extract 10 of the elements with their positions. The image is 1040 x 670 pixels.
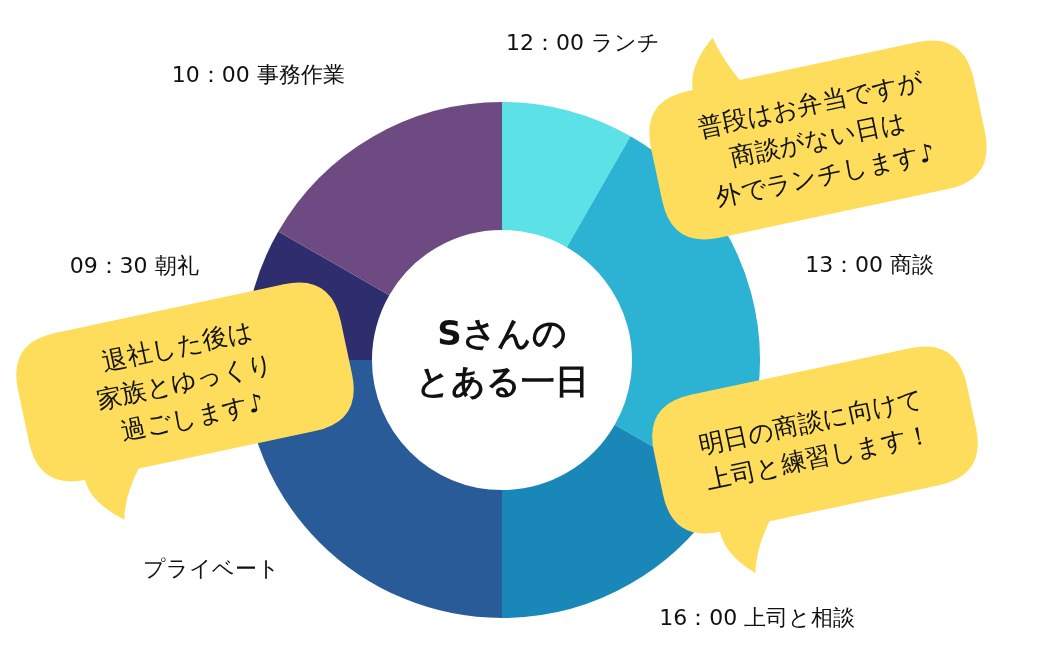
slice-label: 16：00 上司と相談 <box>659 605 856 631</box>
slice-label: 09：30 朝礼 <box>69 252 199 278</box>
text: 普段はお弁当ですが商談がない日は外でランチします♪ <box>694 65 939 215</box>
slice-label: プライベート <box>142 555 280 581</box>
text: Sさんのとある一日 <box>415 312 589 401</box>
text: 退社した後は家族とゆっくり過ごします♪ <box>92 315 277 448</box>
text: 明日の商談に向けて上司と練習します！ <box>695 382 935 498</box>
slice-label: 10：00 事務作業 <box>171 61 345 87</box>
slice-label: 13：00 商談 <box>805 251 935 277</box>
slice-label: 12：00 ランチ <box>505 30 660 56</box>
